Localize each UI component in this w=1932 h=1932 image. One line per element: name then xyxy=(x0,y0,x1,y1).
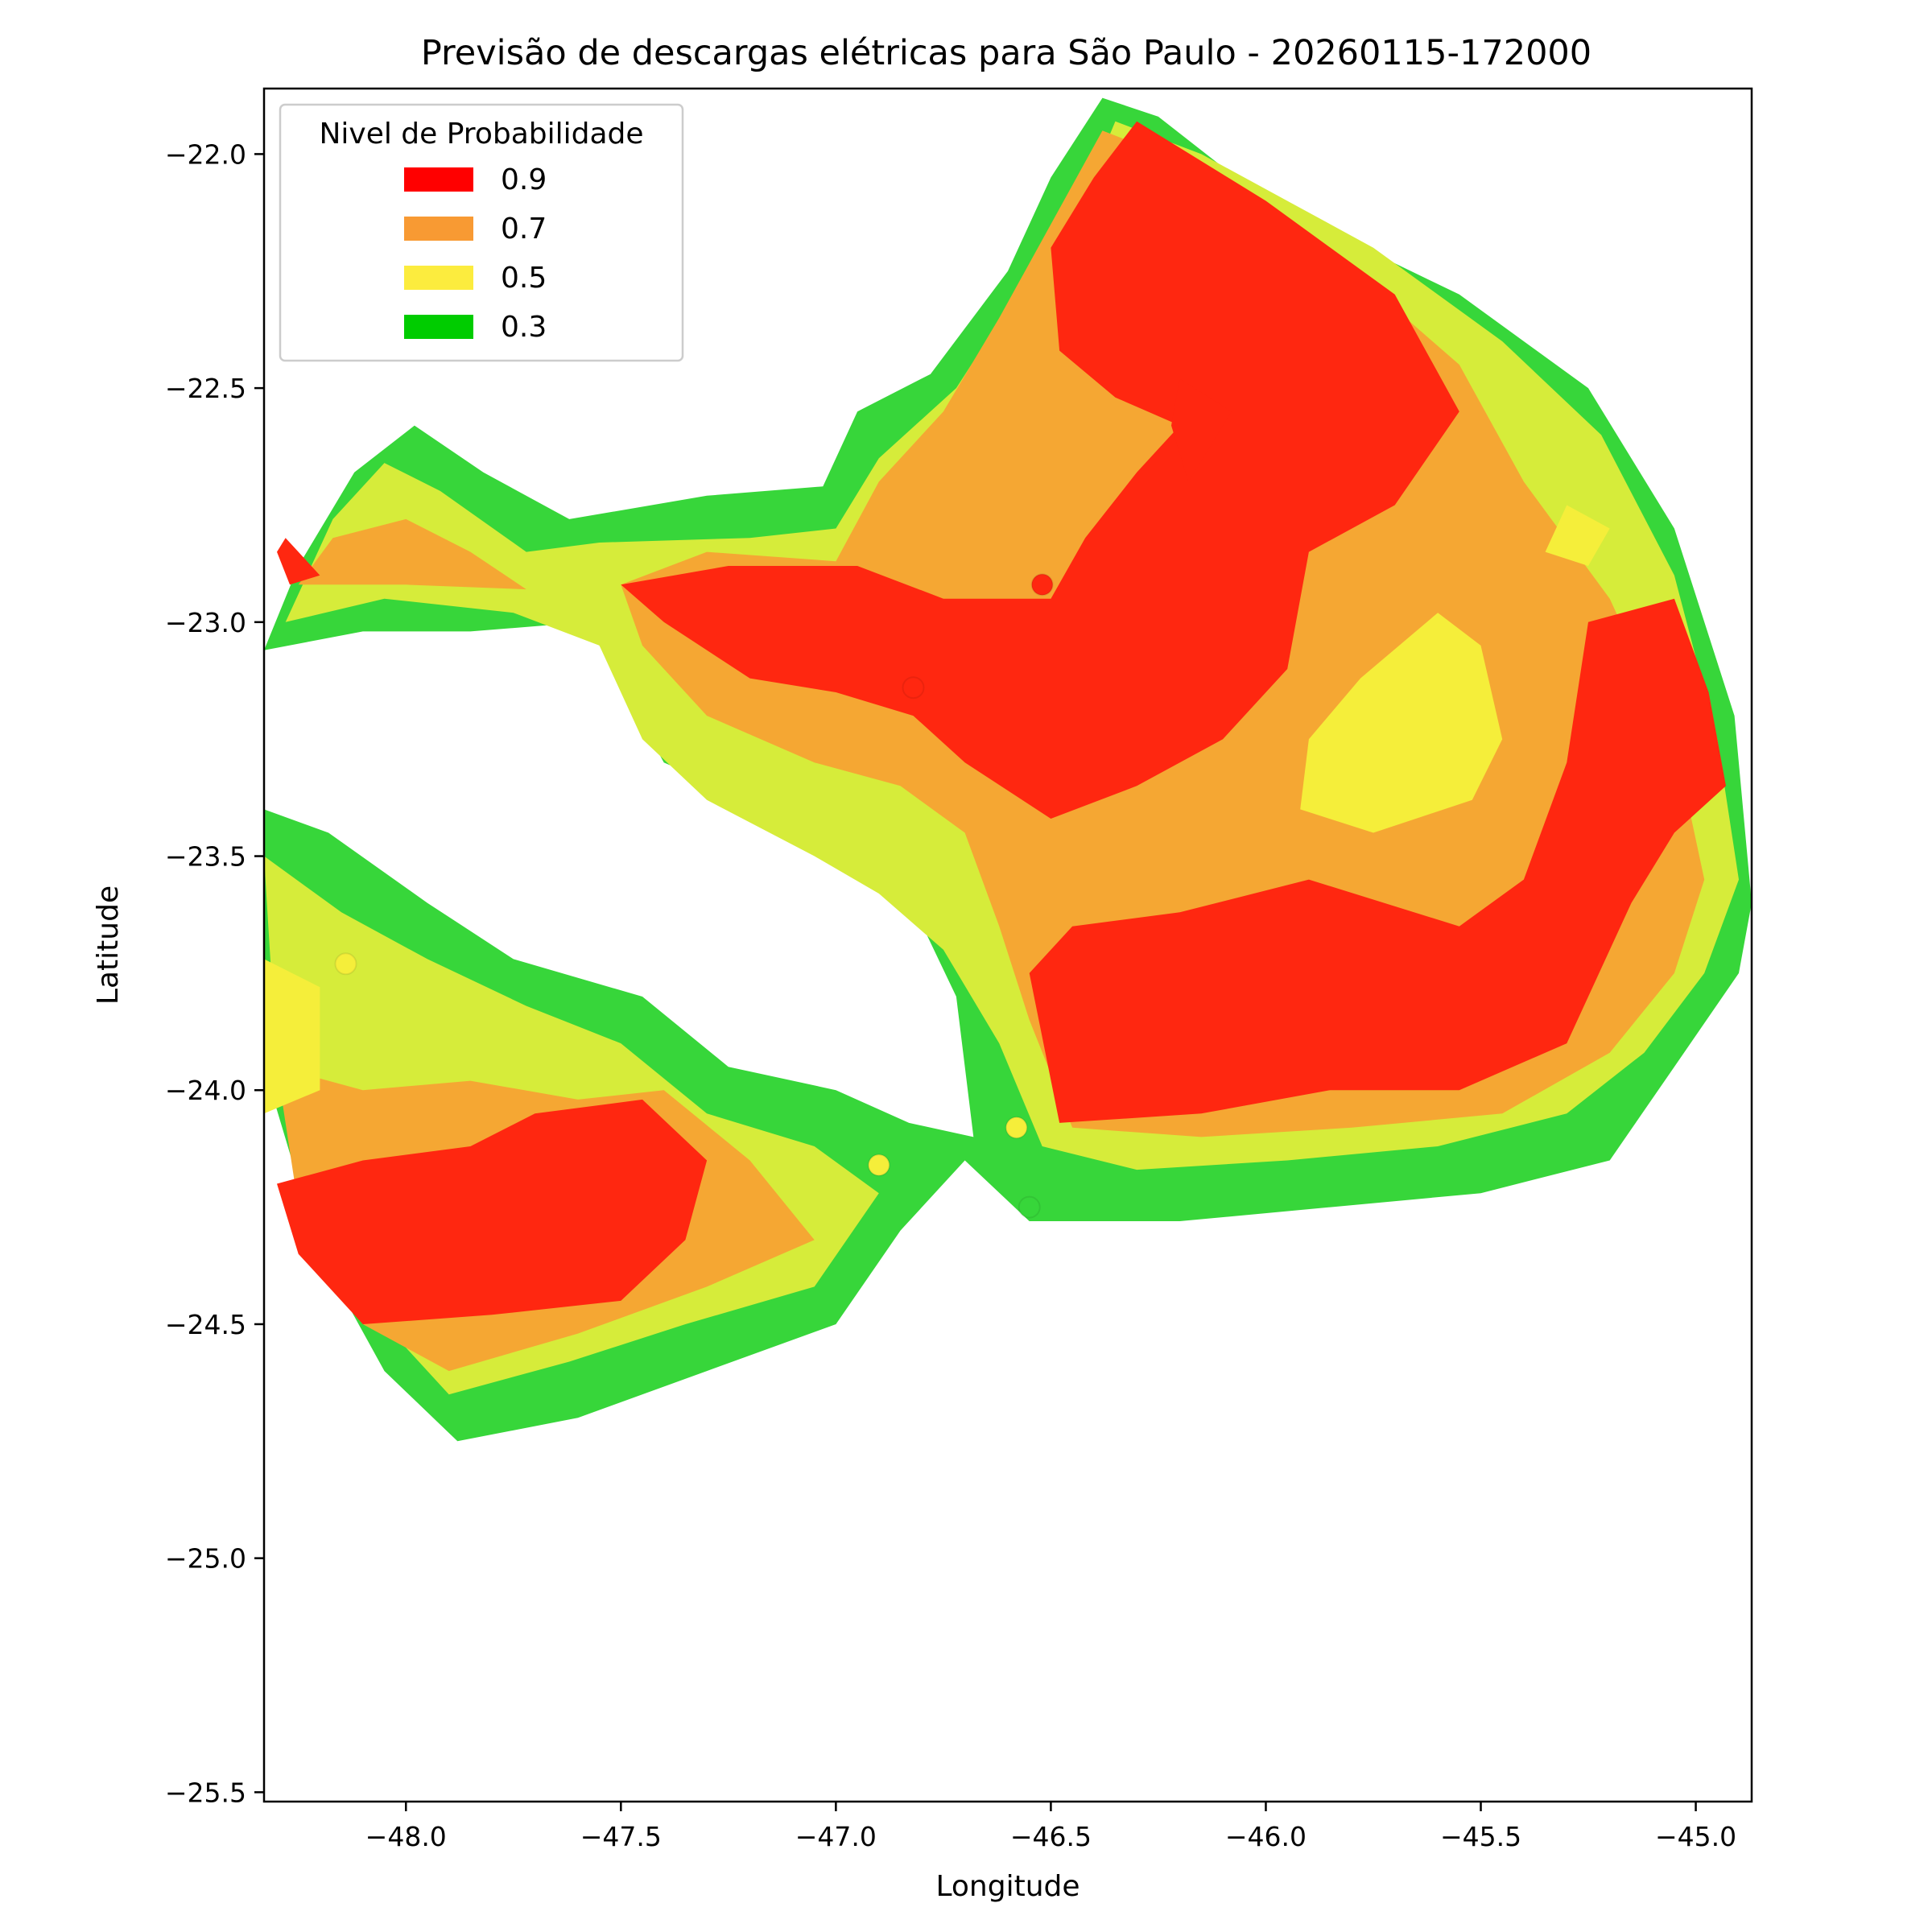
station-point-2 xyxy=(334,952,357,976)
y-axis-label: Latitude xyxy=(92,886,125,1005)
contour-region-09-13 xyxy=(277,1099,708,1324)
x-tick-label: −47.0 xyxy=(795,1821,877,1852)
legend-swatch-03 xyxy=(404,315,473,339)
legend-label-03: 0.3 xyxy=(501,311,547,344)
legend-label-09: 0.9 xyxy=(501,163,547,196)
contour-region-05-8 xyxy=(264,959,320,1114)
y-tick-label: −24.0 xyxy=(165,1075,246,1106)
station-point-4 xyxy=(1005,1116,1028,1139)
y-tick-label: −22.5 xyxy=(165,373,246,404)
legend-box xyxy=(279,103,684,362)
y-tick-label: −23.5 xyxy=(165,841,246,873)
contour-region-09-9 xyxy=(621,121,1459,819)
y-axis-ticks: −22.0 −22.5 −23.0 −23.5 −24.0 −24.5 −25.0 −25.5 xyxy=(165,138,264,1808)
legend-label-07: 0.7 xyxy=(501,213,547,246)
contour-region-09-10 xyxy=(1171,378,1232,482)
station-points xyxy=(334,573,1054,1219)
y-tick-label: −24.5 xyxy=(165,1309,246,1340)
station-point-1 xyxy=(902,676,925,700)
plot-area xyxy=(264,97,1752,1442)
station-point-0 xyxy=(1030,573,1054,597)
contour-region-05-7 xyxy=(1545,505,1610,566)
contour-regions xyxy=(264,97,1752,1442)
contour-region-07-3 xyxy=(298,518,526,590)
x-axis-label: Longitude xyxy=(935,1870,1080,1903)
legend-swatch-05 xyxy=(404,266,473,290)
legend-swatch-09 xyxy=(404,167,473,192)
contour-region-09-12 xyxy=(277,538,320,585)
station-point-3 xyxy=(867,1154,890,1177)
x-tick-label: −47.5 xyxy=(580,1821,662,1852)
y-tick-label: −23.0 xyxy=(165,607,246,638)
plot-frame xyxy=(262,87,1753,1803)
x-tick-label: −45.0 xyxy=(1655,1821,1736,1852)
y-tick-label: −22.0 xyxy=(165,138,246,170)
legend-entries: 0.9 0.7 0.5 0.3 xyxy=(404,163,547,344)
contour-region-05-6 xyxy=(1300,613,1503,833)
x-tick-label: −45.5 xyxy=(1440,1821,1521,1852)
y-tick-label: −25.0 xyxy=(165,1543,246,1575)
x-axis-ticks: −48.0 −47.5 −47.0 −46.5 −46.0 −45.5 −45.0 xyxy=(365,1802,1736,1852)
legend-swatch-07 xyxy=(404,217,473,241)
legend-title: Nivel de Probabilidade xyxy=(319,118,643,151)
legend-label-05: 0.5 xyxy=(501,262,547,295)
chart-title: Previsão de descargas elétricas para São… xyxy=(421,33,1591,73)
station-point-5 xyxy=(1018,1195,1041,1219)
x-tick-label: −46.5 xyxy=(1010,1821,1092,1852)
contour-region-09-11 xyxy=(1029,598,1726,1123)
y-tick-label: −25.5 xyxy=(165,1777,246,1808)
x-tick-label: −48.0 xyxy=(365,1821,447,1852)
x-tick-label: −46.0 xyxy=(1225,1821,1307,1852)
legend: Nivel de Probabilidade 0.9 0.7 0.5 0.3 xyxy=(279,103,684,362)
